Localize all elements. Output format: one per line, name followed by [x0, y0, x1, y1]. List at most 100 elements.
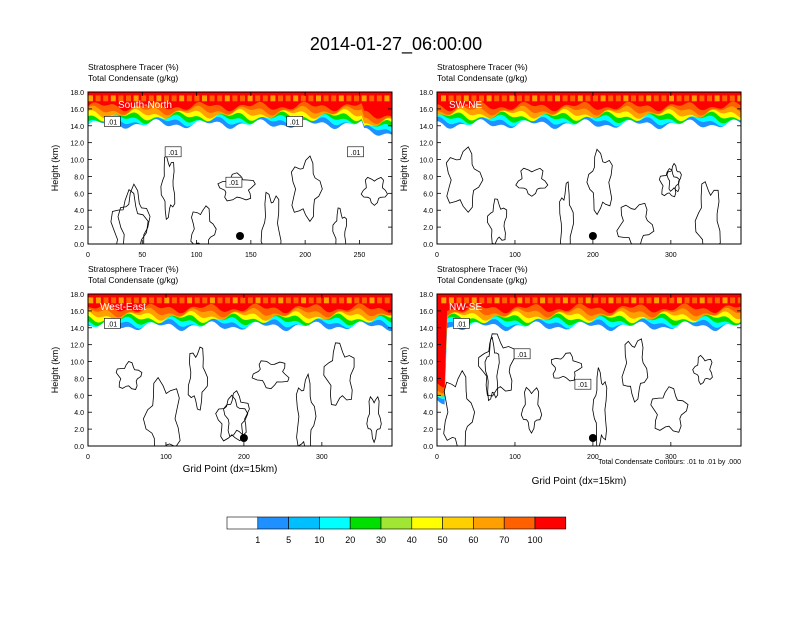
- tracer-cell: [608, 297, 614, 304]
- y-tick-label: 12.0: [70, 343, 84, 350]
- x-tick-label: 300: [665, 252, 677, 259]
- tracer-cell: [646, 95, 652, 102]
- x-tick-label: 200: [238, 454, 250, 461]
- tracer-cell: [202, 297, 208, 304]
- contour-label: .01: [229, 180, 239, 187]
- x-tick-label: 100: [509, 252, 521, 259]
- colorbar-label: 5: [286, 535, 291, 545]
- tracer-cell: [532, 297, 538, 304]
- y-tick-label: 6.0: [74, 393, 84, 400]
- contour-label-box: [574, 378, 592, 390]
- condensate-contour: [658, 168, 680, 198]
- y-tick-label: 14.0: [419, 124, 433, 131]
- chart-panel-sw-ne: SW-NE 0.0 2.0 4.0 6.0 8.0 10.0 12.0 14.0 16.0 18.0…: [399, 62, 742, 259]
- tracer-cell: [285, 95, 291, 102]
- tracer-cell: [95, 297, 101, 304]
- tracer-cell: [194, 95, 200, 102]
- contour-label: .01: [578, 382, 588, 389]
- y-tick-label: 16.0: [70, 309, 84, 316]
- colorbar-cell: [442, 516, 474, 530]
- y-tick-label: 6.0: [423, 393, 433, 400]
- tracer-cell: [133, 297, 139, 304]
- y-tick-label: 8.0: [423, 174, 433, 181]
- tracer-cell: [479, 95, 484, 102]
- condensate-contour: [520, 386, 543, 434]
- tracer-cell: [692, 297, 698, 304]
- tracer-cell: [631, 297, 637, 304]
- tracer-cell: [141, 95, 147, 102]
- y-tick-label: 10.0: [419, 158, 433, 165]
- tracer-cell: [247, 95, 253, 102]
- tracer-cell: [187, 297, 193, 304]
- x-tick-label: 200: [299, 252, 311, 259]
- tracer-cell: [240, 95, 245, 102]
- tracer-cell: [578, 297, 584, 304]
- colorbar-label: 50: [438, 535, 448, 545]
- tracer-cell: [308, 95, 314, 102]
- tracer-cell: [714, 297, 720, 304]
- contour-label-box: [347, 146, 364, 158]
- tracer-cell: [323, 297, 329, 304]
- tracer-cell: [737, 297, 741, 304]
- tracer-cell: [707, 95, 712, 102]
- tracer-cell: [133, 95, 139, 102]
- tracer-cell: [471, 95, 477, 102]
- contour-label-box: [164, 146, 182, 158]
- condensate-contour: [110, 189, 149, 244]
- chart-panel-nw-se: .01 .01 .01 NW-SE 0.0 2.0 4.0 6.0 8.0 10.0 12.0 14.…: [399, 264, 742, 487]
- tracer-cell: [186, 95, 192, 102]
- tracer-cell: [502, 297, 508, 304]
- tracer-cell: [95, 95, 101, 102]
- y-tick-label: 16.0: [419, 309, 433, 316]
- plot-area: .01 West-East: [88, 294, 392, 446]
- condensate-contour: [484, 336, 500, 402]
- tracer-cell: [209, 95, 215, 102]
- tracer-cell: [338, 95, 344, 102]
- tracer-cell: [339, 297, 345, 304]
- tracer-cell: [118, 297, 124, 304]
- tracer-cell: [278, 95, 283, 102]
- tracer-cell: [384, 297, 390, 304]
- y-axis-label: Height (km): [50, 145, 60, 192]
- y-tick-label: 0.0: [423, 444, 433, 451]
- tracer-cell: [448, 297, 454, 304]
- tracer-cell: [463, 95, 469, 102]
- y-tick-label: 12.0: [419, 343, 433, 350]
- tracer-cell: [456, 95, 462, 102]
- tracer-cell: [262, 95, 268, 102]
- tracer-cell: [539, 95, 545, 102]
- condensate-contour: [190, 205, 217, 244]
- tracer-cell: [714, 95, 720, 102]
- tracer-cell: [224, 95, 230, 102]
- tracer-cell: [354, 297, 360, 304]
- tracer-cell: [285, 297, 291, 304]
- tracer-cell: [654, 297, 660, 304]
- y-tick-label: 4.0: [423, 410, 433, 417]
- colorbar-label: 20: [345, 535, 355, 545]
- condensate-contour: [478, 333, 515, 397]
- tracer-band: [437, 294, 741, 388]
- x-tick-label: 200: [587, 252, 599, 259]
- condensate-contour: [445, 146, 484, 213]
- tracer-cell: [88, 297, 94, 304]
- panel-title-condensate: Total Condensate (g/kg): [88, 275, 178, 285]
- tracer-cell: [225, 297, 231, 304]
- tracer-cell: [577, 95, 583, 102]
- tracer-cell: [456, 297, 462, 304]
- contour-label-box: [104, 116, 121, 127]
- colorbar-label: 60: [468, 535, 478, 545]
- tracer-cell: [517, 95, 522, 102]
- tracer-cell: [194, 297, 200, 304]
- tracer-cell: [240, 297, 246, 304]
- y-tick-label: 8.0: [74, 174, 84, 181]
- tracer-cell: [699, 297, 705, 304]
- colorbar-label: 1: [255, 535, 260, 545]
- tracer-cell: [263, 297, 269, 304]
- tracer-cell: [524, 297, 530, 304]
- tracer-cell: [308, 297, 314, 304]
- condensate-contour: [215, 394, 249, 442]
- y-tick-label: 0.0: [74, 444, 84, 451]
- tracer-cell: [369, 297, 375, 304]
- tracer-cell: [547, 297, 553, 304]
